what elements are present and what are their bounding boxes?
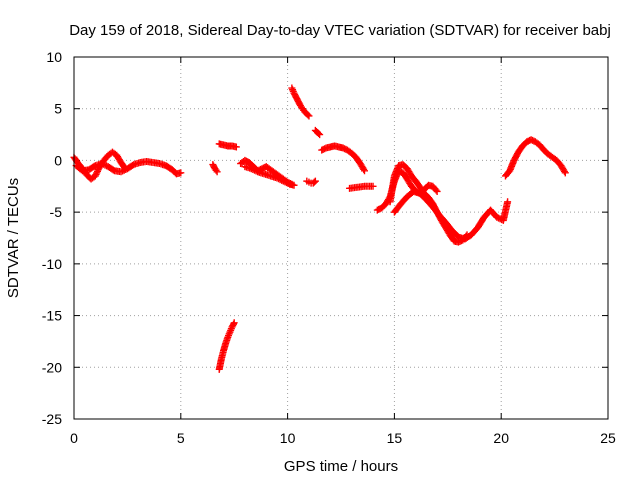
data-point <box>232 143 240 151</box>
data-point <box>310 178 318 186</box>
y-axis-label: SDTVAR / TECUs <box>5 178 22 298</box>
data-point <box>229 320 237 328</box>
data-point <box>212 166 220 174</box>
data-point <box>283 179 291 187</box>
data-point <box>247 165 255 173</box>
series-arc-4 <box>215 319 238 373</box>
data-point <box>93 169 101 177</box>
y-tick-label: -5 <box>50 204 63 220</box>
data-point <box>304 111 312 119</box>
data-point <box>278 176 286 184</box>
data-point <box>249 165 257 173</box>
x-tick-label: 20 <box>493 430 509 446</box>
series-arc-12 <box>346 182 377 192</box>
series-arc-15 <box>390 187 512 243</box>
data-point <box>99 160 107 168</box>
x-tick-label: 0 <box>70 430 78 446</box>
series-arc-3 <box>209 161 221 176</box>
series-arc-16 <box>501 136 569 180</box>
chart-title: Day 159 of 2018, Sidereal Day-to-day VTE… <box>69 22 611 39</box>
y-tick-label: -15 <box>42 308 62 324</box>
data-point <box>560 167 568 175</box>
data-point <box>276 176 284 184</box>
data-point <box>177 169 185 177</box>
data-point <box>93 167 101 175</box>
data-point <box>101 161 109 169</box>
data-point <box>305 112 313 120</box>
data-point <box>433 187 441 195</box>
data-point <box>360 165 368 173</box>
x-axis-label: GPS time / hours <box>284 458 398 475</box>
data-point <box>252 167 260 175</box>
data-point <box>316 131 324 139</box>
series-arc-2 <box>72 157 185 178</box>
y-tick-label: 0 <box>54 152 62 168</box>
series-arc-10 <box>311 126 324 139</box>
data-point <box>120 166 128 174</box>
plot-area <box>73 56 609 420</box>
y-tick-label: 5 <box>54 101 62 117</box>
series-arc-11 <box>318 142 368 175</box>
data-point <box>281 178 289 186</box>
series-arc-7 <box>241 163 298 189</box>
data-point <box>315 130 323 138</box>
data-point <box>92 170 100 178</box>
data-point <box>98 160 106 168</box>
data-point <box>493 213 501 221</box>
data-point <box>360 167 368 175</box>
data-markers <box>70 84 569 373</box>
series-arc-8 <box>288 84 313 120</box>
data-point <box>290 181 298 189</box>
y-tick-label: 10 <box>46 49 62 65</box>
data-point <box>561 169 569 177</box>
y-tick-label: -25 <box>42 411 62 427</box>
y-tick-label: -10 <box>42 256 62 272</box>
x-tick-label: 5 <box>177 430 185 446</box>
grid <box>74 57 608 419</box>
data-point <box>250 166 258 174</box>
data-point <box>213 168 221 176</box>
data-point <box>279 177 287 185</box>
data-point <box>432 186 440 194</box>
y-tick-label: -20 <box>42 359 62 375</box>
x-tick-label: 10 <box>280 430 296 446</box>
x-tick-label: 15 <box>387 430 403 446</box>
data-point <box>119 167 127 175</box>
series-arc-9 <box>303 177 319 187</box>
data-point <box>504 198 512 206</box>
axis-ticks: 0 5 10 15 20 25 -25 -20 -15 -10 -5 0 5 10 <box>42 49 616 446</box>
data-point <box>495 214 503 222</box>
data-point <box>275 175 283 183</box>
data-point <box>91 172 99 180</box>
data-point <box>230 319 238 327</box>
data-point <box>311 177 319 185</box>
data-point <box>117 168 125 176</box>
series-arc-5 <box>215 140 240 151</box>
data-point <box>273 174 281 182</box>
x-tick-label: 25 <box>600 430 616 446</box>
data-point <box>369 182 377 190</box>
